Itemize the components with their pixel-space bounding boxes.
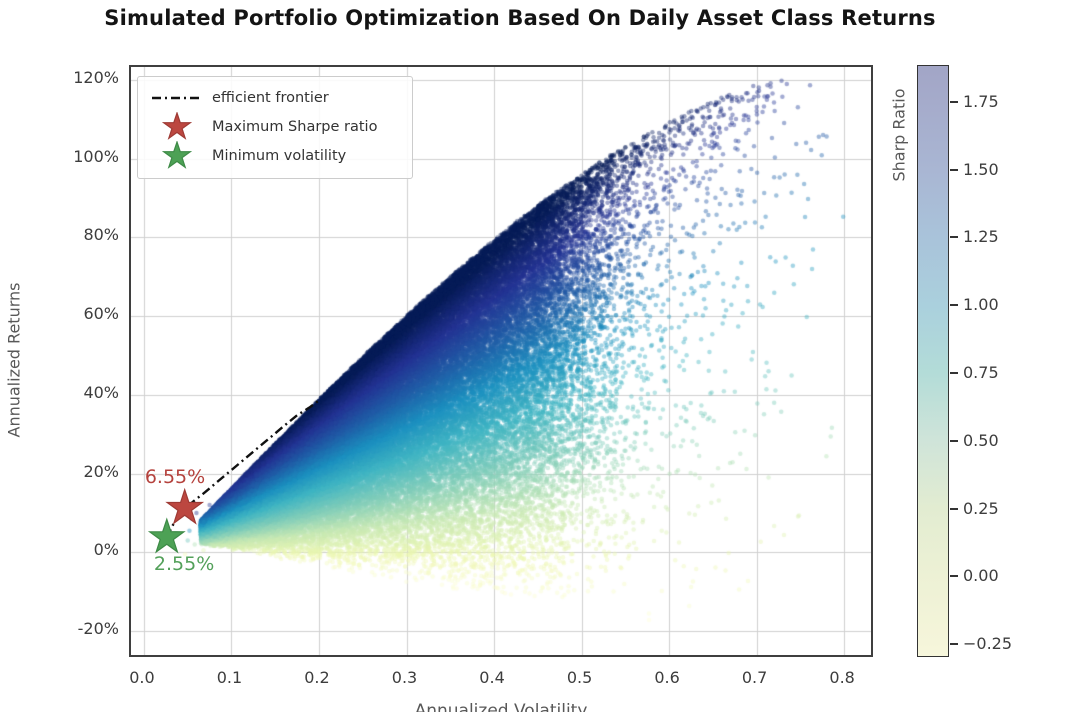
min-volatility-annotation: 2.55% — [153, 553, 215, 576]
x-tick-label: 0.0 — [129, 668, 155, 687]
x-tick-label: 0.8 — [829, 668, 855, 687]
x-axis-label: Annualized Volatility — [414, 701, 588, 712]
y-tick-label: 120% — [73, 67, 119, 87]
legend-item-min-volatility: Minimum volatility — [148, 140, 402, 171]
colorbar-tick-mark — [950, 575, 958, 578]
y-tick-label: 80% — [83, 225, 119, 245]
legend-label: Minimum volatility — [212, 147, 347, 164]
legend: efficient frontier Maximum Sharpe ratio … — [137, 76, 413, 179]
colorbar-tick-mark — [950, 372, 958, 375]
colorbar-tick-label: 1.75 — [963, 91, 999, 111]
legend-item-efficient-frontier: efficient frontier — [148, 83, 402, 112]
y-tick-label: 100% — [73, 146, 119, 166]
x-tick-label: 0.6 — [654, 668, 680, 687]
chart-title: Simulated Portfolio Optimization Based O… — [104, 6, 936, 30]
x-tick-label: 0.3 — [391, 668, 418, 687]
colorbar-tick-label: 0.25 — [963, 498, 999, 518]
colorbar-label: Sharp Ratio — [889, 88, 909, 182]
colorbar-tick-mark — [950, 168, 958, 171]
green-star-icon — [148, 140, 206, 171]
legend-label: Maximum Sharpe ratio — [212, 118, 378, 135]
x-tick-label: 0.5 — [566, 668, 593, 687]
y-tick-label: 20% — [83, 461, 119, 481]
x-tick-label: 0.2 — [304, 668, 330, 687]
legend-red-star — [162, 111, 192, 140]
colorbar-tick-label: 1.00 — [963, 295, 999, 315]
colorbar-tick-mark — [950, 439, 958, 442]
x-tick-label: 0.4 — [479, 668, 505, 687]
colorbar-tick-mark — [950, 304, 958, 307]
legend-green-star — [162, 140, 192, 169]
red-star-icon — [148, 111, 206, 142]
colorbar-tick-label: 1.50 — [963, 159, 999, 179]
colorbar-tick-label: −0.25 — [963, 634, 1013, 654]
x-tick-label: 0.7 — [741, 668, 768, 687]
y-tick-label: -20% — [77, 618, 119, 638]
plot-area: efficient frontier Maximum Sharpe ratio … — [129, 65, 873, 657]
dash-dot-line-icon — [148, 95, 206, 101]
colorbar-tick-label: 0.50 — [963, 430, 999, 450]
colorbar — [917, 65, 949, 657]
colorbar-tick-mark — [950, 507, 958, 510]
colorbar-tick-mark — [950, 236, 958, 239]
legend-item-max-sharpe: Maximum Sharpe ratio — [148, 111, 402, 142]
colorbar-tick-label: 1.25 — [963, 227, 999, 247]
legend-label: efficient frontier — [212, 89, 329, 106]
x-tick-label: 0.1 — [216, 668, 243, 687]
y-axis-label: Annualized Returns — [4, 282, 24, 438]
y-tick-label: 60% — [83, 304, 119, 324]
max-sharpe-annotation: 6.55% — [144, 466, 206, 489]
colorbar-tick-label: 0.75 — [963, 363, 999, 383]
colorbar-tick-label: 0.00 — [963, 566, 999, 586]
y-tick-label: 40% — [83, 382, 119, 402]
colorbar-tick-mark — [950, 643, 958, 646]
y-tick-label: 0% — [93, 540, 119, 560]
colorbar-tick-mark — [950, 100, 958, 103]
